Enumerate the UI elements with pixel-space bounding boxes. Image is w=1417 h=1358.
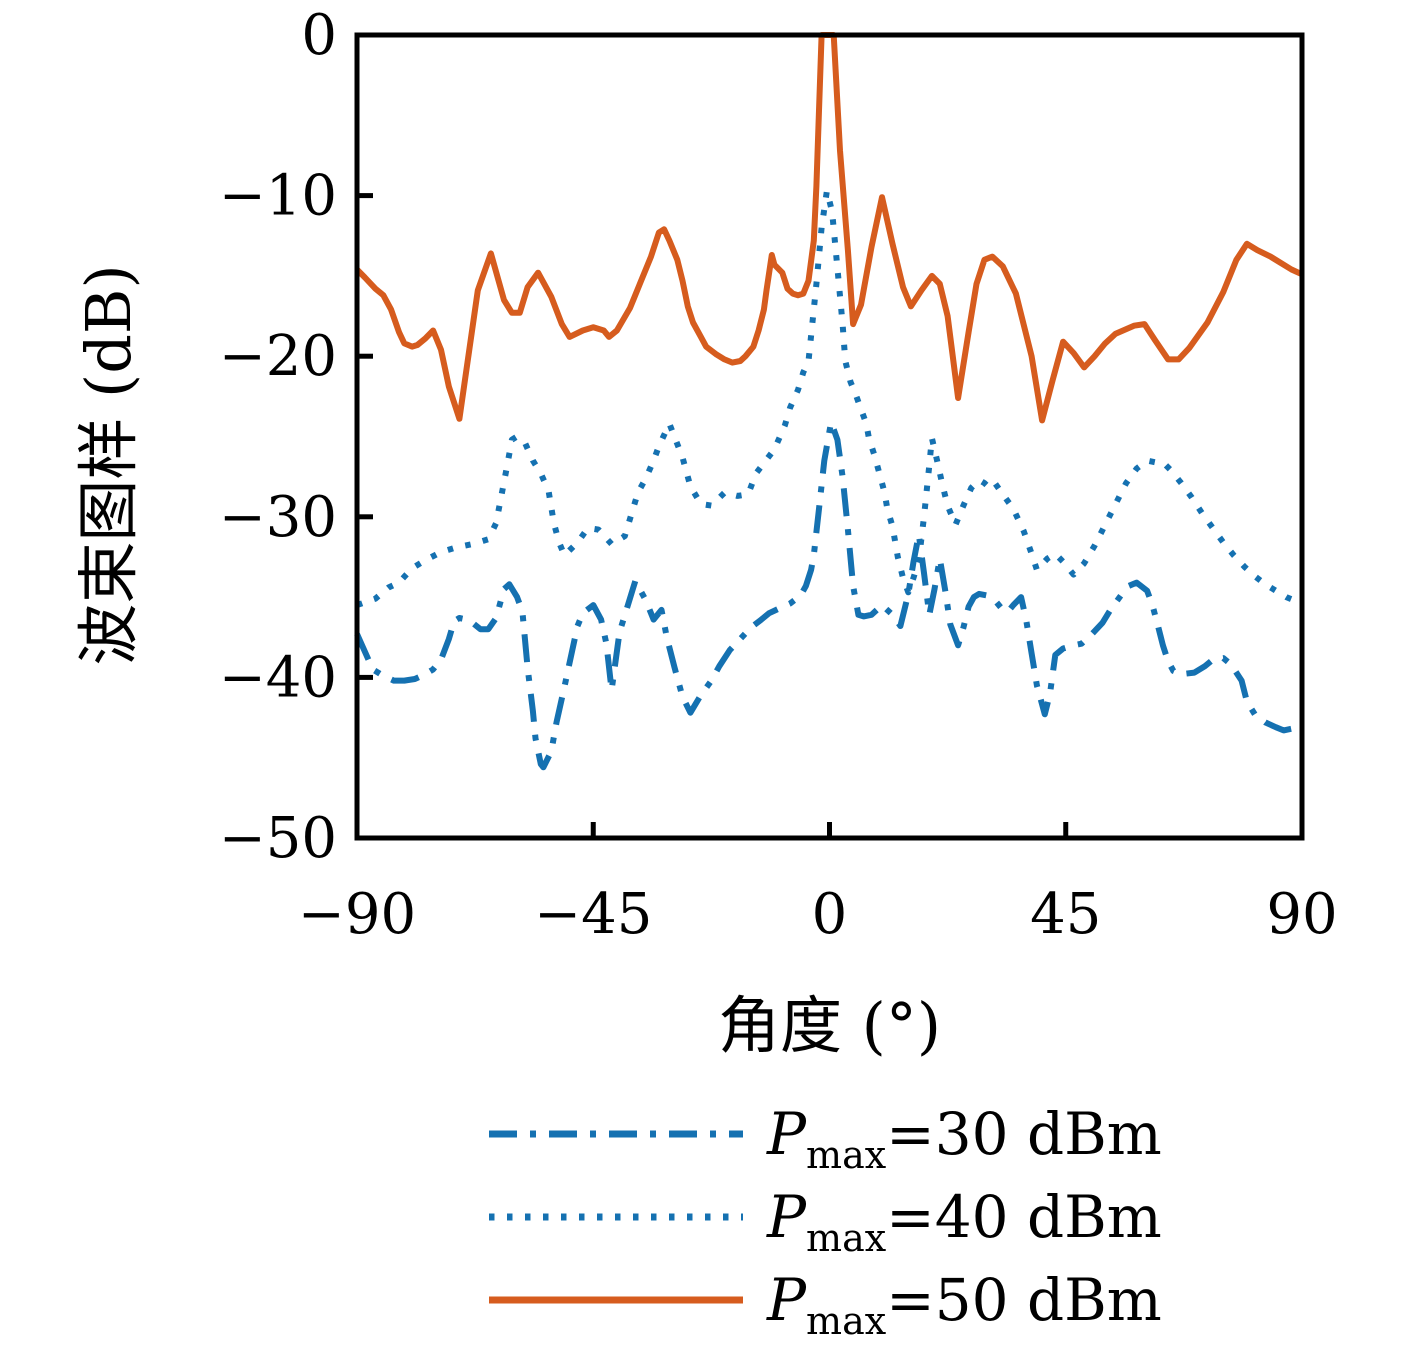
legend-subscript: max [806,1298,887,1343]
series-line-0 [354,419,1302,771]
series-line-1 [356,187,1304,608]
legend-symbol: P [767,1099,807,1168]
y-tick-label: −50 [219,806,337,871]
legend-line-dotted-icon [489,1213,743,1220]
series-line-2 [354,32,1304,424]
x-tick-label: 45 [1030,882,1101,947]
legend-subscript: max [806,1215,887,1260]
y-axis-label-text: 波束图样 (dB) [72,264,145,666]
legend-symbol: P [767,1182,807,1251]
legend-subscript: max [806,1132,887,1177]
y-tick-label: 0 [301,3,337,68]
legend-symbol: P [767,1265,807,1334]
y-axis-label: 波束图样 (dB) [58,264,148,665]
x-tick-label: −90 [298,882,416,947]
legend-label-pmax40: Pmax=40 dBm [767,1182,1162,1257]
x-axis-label: 角度 (°) [717,989,942,1062]
y-tick-label: −10 [219,164,337,229]
x-tick-label: 90 [1266,882,1337,947]
legend-label-pmax30: Pmax=30 dBm [767,1099,1162,1174]
x-tick-label: −45 [534,882,652,947]
legend-row-pmax30: Pmax=30 dBm [487,1092,1347,1175]
y-tick-label: −40 [219,645,337,710]
legend-label-pmax50: Pmax=50 dBm [767,1265,1162,1340]
y-tick-label: −30 [219,485,337,550]
legend-row-pmax50: Pmax=50 dBm [487,1258,1347,1341]
legend-value: =50 dBm [886,1265,1162,1334]
x-tick-label: 0 [812,882,848,947]
legend-line-dashdot-icon [489,1130,743,1137]
legend-row-pmax40: Pmax=40 dBm [487,1175,1347,1258]
legend: Pmax=30 dBm Pmax=40 dBm Pmax=50 dBm [487,1092,1347,1341]
plot-border [354,32,1305,841]
y-tick-label: −20 [219,324,337,389]
legend-value: =40 dBm [886,1182,1162,1251]
legend-line-solid-icon [489,1296,743,1303]
legend-value: =30 dBm [886,1099,1162,1168]
